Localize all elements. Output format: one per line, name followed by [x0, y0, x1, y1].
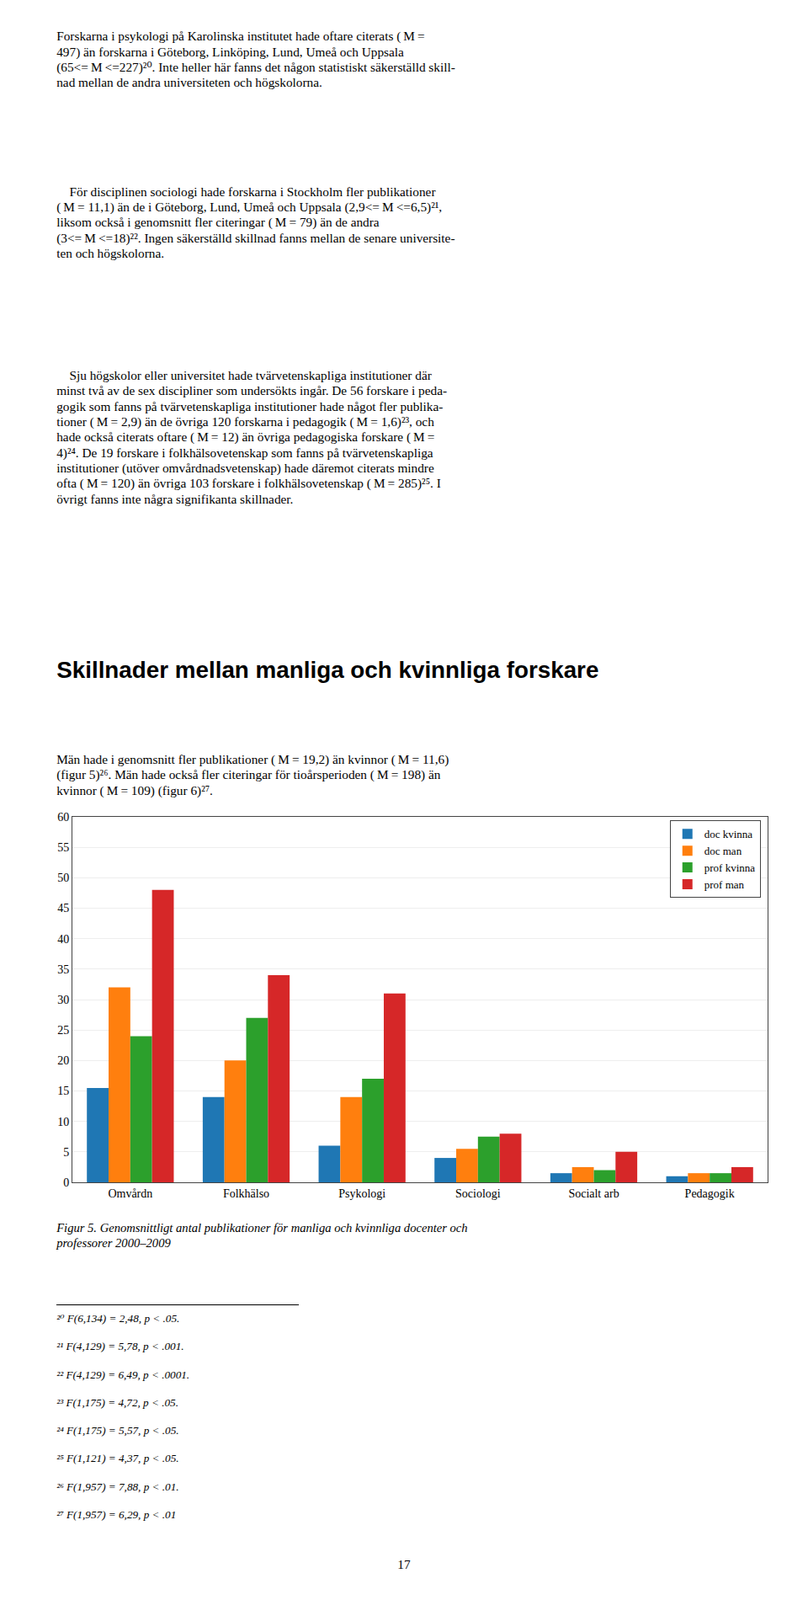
svg-text:prof man: prof man — [704, 877, 745, 891]
svg-text:30: 30 — [57, 993, 70, 1006]
svg-text:0: 0 — [63, 1175, 70, 1189]
svg-text:20: 20 — [57, 1053, 70, 1067]
svg-text:prof kvinna: prof kvinna — [704, 861, 756, 874]
svg-text:5: 5 — [63, 1145, 70, 1159]
svg-text:Folkhälso: Folkhälso — [223, 1186, 270, 1200]
svg-text:40: 40 — [57, 932, 70, 946]
svg-text:15: 15 — [57, 1084, 70, 1097]
html-text:²⁴ F(1,175) = 5,57, p < .05.: ²⁴ F(1,175) = 5,57, p < .05. — [56, 1423, 179, 1436]
svg-text:doc man: doc man — [704, 844, 743, 857]
html-text:²⁵ F(1,121) = 4,37, p < .05.: ²⁵ F(1,121) = 4,37, p < .05. — [56, 1451, 179, 1464]
svg-text:50: 50 — [57, 871, 70, 884]
html-text:För disciplinen sociologi hade: För disciplinen sociologi hade forskarna… — [56, 183, 455, 260]
html-text:Sju högskolor eller universite: Sju högskolor eller universitet hade tvä… — [56, 367, 448, 506]
svg-text:60: 60 — [57, 810, 70, 824]
svg-text:35: 35 — [57, 962, 70, 976]
svg-text:Sociologi: Sociologi — [455, 1186, 501, 1200]
html-text:²³ F(1,175) = 4,72, p < .05.: ²³ F(1,175) = 4,72, p < .05. — [56, 1395, 179, 1408]
html-text:Män hade i genomsnitt fler pub: Män hade i genomsnitt fler publikationer… — [56, 751, 449, 797]
html-text:²² F(4,129) = 6,49, p < .0001.: ²² F(4,129) = 6,49, p < .0001. — [56, 1367, 190, 1380]
html-text:Forskarna i psykologi på Karol: Forskarna i psykologi på Karolinska inst… — [56, 28, 456, 90]
svg-text:25: 25 — [57, 1023, 70, 1037]
svg-text:Socialt arb: Socialt arb — [568, 1186, 619, 1200]
html-text:Skillnader mellan manliga och: Skillnader mellan manliga och kvinnliga … — [56, 656, 599, 683]
html-text:²⁶ F(1,957) = 7,88, p < .01.: ²⁶ F(1,957) = 7,88, p < .01. — [56, 1479, 179, 1492]
svg-text:Omvårdn: Omvårdn — [107, 1186, 153, 1200]
html-text:17: 17 — [397, 1556, 411, 1571]
svg-text:doc kvinna: doc kvinna — [704, 827, 754, 840]
svg-text:10: 10 — [57, 1115, 70, 1128]
html-text:Figur 5. Genomsnittligt antal: Figur 5. Genomsnittligt antal publikatio… — [56, 1220, 468, 1249]
html-text:²¹ F(4,129) = 5,78, p < .001.: ²¹ F(4,129) = 5,78, p < .001. — [56, 1339, 184, 1352]
svg-text:Psykologi: Psykologi — [338, 1186, 386, 1200]
svg-text:Pedagogik: Pedagogik — [685, 1186, 735, 1200]
svg-text:55: 55 — [57, 840, 70, 854]
html-text:²⁷ F(1,957) = 6,29, p < .01: ²⁷ F(1,957) = 6,29, p < .01 — [56, 1507, 177, 1520]
html-text:²⁰ F(6,134) = 2,48, p < .05.: ²⁰ F(6,134) = 2,48, p < .05. — [56, 1311, 180, 1324]
svg-text:45: 45 — [57, 901, 70, 915]
